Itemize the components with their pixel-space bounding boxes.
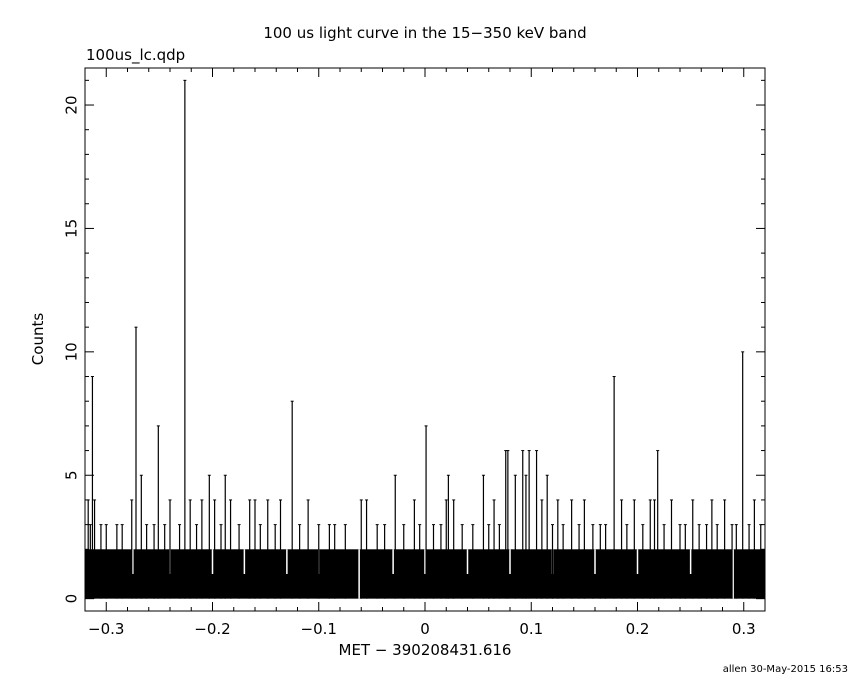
chart-title: 100 us light curve in the 15−350 keV ban… — [263, 24, 586, 42]
x-axis-label: MET − 390208431.616 — [339, 641, 512, 659]
count-dip — [689, 549, 692, 574]
count-dip — [211, 549, 214, 574]
x-tick-label: −0.3 — [88, 620, 124, 638]
count-dip — [636, 549, 639, 574]
count-dip — [132, 549, 134, 574]
plot-frame — [84, 67, 766, 612]
y-axis-label: Counts — [29, 313, 47, 366]
y-tick-label: 5 — [63, 470, 81, 480]
file-label: 100us_lc.qdp — [86, 46, 185, 65]
x-tick-label: 0 — [420, 620, 430, 638]
axes-group: 0 5 10 15 20 −0.3 −0.2 −0.1 0 0.1 0.2 0.3 — [63, 68, 766, 638]
count-dip — [392, 549, 394, 574]
count-dip — [424, 549, 426, 574]
count-dip — [286, 549, 288, 574]
footer-stamp: allen 30-May-2015 16:53 — [723, 664, 848, 675]
bars-group — [85, 79, 765, 599]
count-dip — [732, 549, 734, 599]
x-tick-label: 0.3 — [732, 620, 756, 638]
x-tick-label: −0.2 — [194, 620, 230, 638]
y-tick-label: 15 — [63, 219, 81, 238]
y-tick-label: 20 — [63, 95, 81, 114]
count-dip — [466, 549, 469, 574]
x-tick-label: 0.2 — [626, 620, 650, 638]
y-tick-label: 10 — [63, 342, 81, 361]
count-dip — [594, 549, 596, 574]
count-dip — [243, 549, 246, 574]
count-dip — [358, 549, 360, 599]
count-dip — [509, 549, 511, 574]
y-tick-label: 0 — [63, 594, 81, 604]
x-tick-label: −0.1 — [301, 620, 337, 638]
x-tick-label: 0.1 — [519, 620, 543, 638]
